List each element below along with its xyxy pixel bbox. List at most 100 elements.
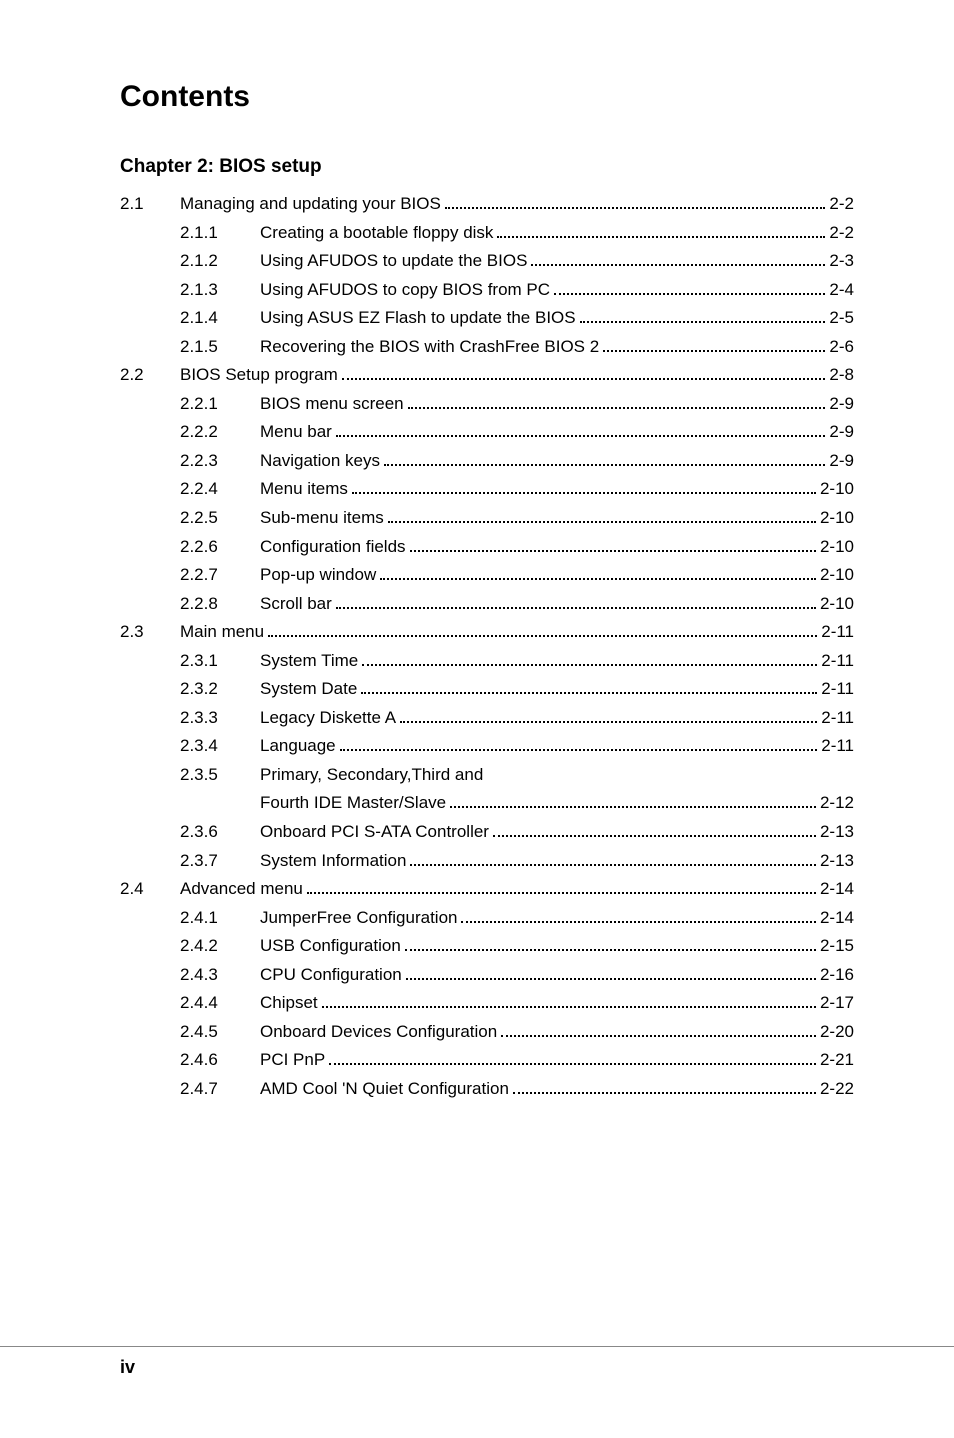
toc-subsection-number: 2.2.4 xyxy=(180,475,260,504)
toc-entry: 2.1Managing and updating your BIOS2-2 xyxy=(120,190,854,219)
toc-label: PCI PnP xyxy=(260,1046,325,1075)
toc-label: CPU Configuration xyxy=(260,961,402,990)
toc-leader-dots xyxy=(406,978,816,980)
toc-page-number: 2-9 xyxy=(829,390,854,419)
toc-entry: 2.3Main menu 2-11 xyxy=(120,618,854,647)
toc-page-number: 2-17 xyxy=(820,989,854,1018)
toc-entry: 2.2.8Scroll bar2-10 xyxy=(120,590,854,619)
toc-label: Language xyxy=(260,732,336,761)
toc-page-number: 2-16 xyxy=(820,961,854,990)
toc-entry: 2.4.6PCI PnP2-21 xyxy=(120,1046,854,1075)
toc-leader-dots xyxy=(342,378,826,380)
toc-entry: 2.3.5Primary, Secondary,Third and xyxy=(120,761,854,790)
toc-leader-dots xyxy=(408,407,826,409)
toc-entry: 2.2.6Configuration fields2-10 xyxy=(120,533,854,562)
toc-leader-dots xyxy=(554,293,825,295)
toc-subsection-number: 2.1.3 xyxy=(180,276,260,305)
page-title: Contents xyxy=(120,80,854,114)
toc-page-number: 2-13 xyxy=(820,818,854,847)
toc-subsection-number: 2.3.7 xyxy=(180,847,260,876)
table-of-contents: 2.1Managing and updating your BIOS2-22.1… xyxy=(120,190,854,1104)
toc-subsection-number: 2.1.2 xyxy=(180,247,260,276)
toc-page-number: 2-6 xyxy=(829,333,854,362)
toc-page-number: 2-8 xyxy=(829,361,854,390)
toc-page-number: 2-11 xyxy=(821,618,854,647)
toc-label: Managing and updating your BIOS xyxy=(180,190,441,219)
toc-label: Navigation keys xyxy=(260,447,380,476)
toc-page-number: 2-2 xyxy=(829,190,854,219)
toc-leader-dots xyxy=(329,1063,816,1065)
toc-label: System Information xyxy=(260,847,406,876)
toc-leader-dots xyxy=(307,892,816,894)
toc-leader-dots xyxy=(405,949,816,951)
toc-label: Onboard Devices Configuration xyxy=(260,1018,497,1047)
toc-page-number: 2-10 xyxy=(820,533,854,562)
toc-label: Creating a bootable floppy disk xyxy=(260,219,493,248)
toc-leader-dots xyxy=(336,607,816,609)
toc-leader-dots xyxy=(445,207,826,209)
toc-entry: 2.1.5Recovering the BIOS with CrashFree … xyxy=(120,333,854,362)
toc-entry: 2.2.3Navigation keys 2-9 xyxy=(120,447,854,476)
toc-page-number: 2-10 xyxy=(820,561,854,590)
page-footer: iv xyxy=(0,1346,954,1378)
toc-label: BIOS Setup program xyxy=(180,361,338,390)
toc-entry: 2.2.4Menu items 2-10 xyxy=(120,475,854,504)
toc-page-number: 2-15 xyxy=(820,932,854,961)
toc-leader-dots xyxy=(388,521,816,523)
toc-entry: 2.3.4Language2-11 xyxy=(120,732,854,761)
toc-leader-dots xyxy=(380,578,816,580)
toc-section-number: 2.3 xyxy=(120,618,180,647)
toc-label: Onboard PCI S-ATA Controller xyxy=(260,818,489,847)
toc-label: Menu items xyxy=(260,475,348,504)
toc-page-number: 2-11 xyxy=(821,704,854,733)
toc-subsection-number: 2.2.3 xyxy=(180,447,260,476)
toc-page-number: 2-10 xyxy=(820,475,854,504)
toc-leader-dots xyxy=(580,321,826,323)
toc-entry: 2.1.1Creating a bootable floppy disk2-2 xyxy=(120,219,854,248)
toc-label: Sub-menu items xyxy=(260,504,384,533)
toc-leader-dots xyxy=(410,864,816,866)
toc-leader-dots xyxy=(513,1092,816,1094)
toc-subsection-number: 2.3.3 xyxy=(180,704,260,733)
toc-label: AMD Cool 'N Quiet Configuration xyxy=(260,1075,509,1104)
toc-subsection-number: 2.3.6 xyxy=(180,818,260,847)
chapter-heading: Chapter 2: BIOS setup xyxy=(120,156,854,178)
toc-leader-dots xyxy=(497,236,825,238)
toc-entry: 2.4Advanced menu2-14 xyxy=(120,875,854,904)
toc-label: JumperFree Configuration xyxy=(260,904,457,933)
toc-entry: 2.2.7Pop-up window2-10 xyxy=(120,561,854,590)
toc-label: Scroll bar xyxy=(260,590,332,619)
toc-entry: 2.3.1System Time2-11 xyxy=(120,647,854,676)
toc-subsection-number: 2.1.1 xyxy=(180,219,260,248)
toc-label: Primary, Secondary,Third and xyxy=(260,761,483,790)
toc-page-number: 2-10 xyxy=(820,504,854,533)
toc-subsection-number: 2.2.8 xyxy=(180,590,260,619)
toc-page-number: 2-9 xyxy=(829,447,854,476)
toc-entry: 2.2.1BIOS menu screen2-9 xyxy=(120,390,854,419)
toc-entry: 2.1.2Using AFUDOS to update the BIOS2-3 xyxy=(120,247,854,276)
toc-subsection-number: 2.2.6 xyxy=(180,533,260,562)
toc-entry: 2.4.1JumperFree Configuration2-14 xyxy=(120,904,854,933)
toc-leader-dots xyxy=(362,664,817,666)
toc-leader-dots xyxy=(603,350,825,352)
toc-label: Main menu xyxy=(180,618,264,647)
toc-subsection-number: 2.3.2 xyxy=(180,675,260,704)
toc-leader-dots xyxy=(493,835,816,837)
toc-label: Using AFUDOS to copy BIOS from PC xyxy=(260,276,550,305)
toc-label: Menu bar xyxy=(260,418,332,447)
toc-leader-dots xyxy=(352,492,816,494)
toc-page-number: 2-12 xyxy=(820,789,854,818)
toc-subsection-number: 2.2.2 xyxy=(180,418,260,447)
toc-label: BIOS menu screen xyxy=(260,390,404,419)
toc-leader-dots xyxy=(461,921,815,923)
toc-leader-dots xyxy=(361,692,817,694)
toc-leader-dots xyxy=(400,721,817,723)
toc-entry: 2.4.3CPU Configuration2-16 xyxy=(120,961,854,990)
toc-leader-dots xyxy=(450,806,816,808)
toc-page-number: 2-11 xyxy=(821,732,854,761)
toc-page-number: 2-11 xyxy=(821,647,854,676)
toc-page-number: 2-20 xyxy=(820,1018,854,1047)
toc-entry: Fourth IDE Master/Slave2-12 xyxy=(120,789,854,818)
toc-subsection-number: 2.4.6 xyxy=(180,1046,260,1075)
toc-label: Using ASUS EZ Flash to update the BIOS xyxy=(260,304,576,333)
